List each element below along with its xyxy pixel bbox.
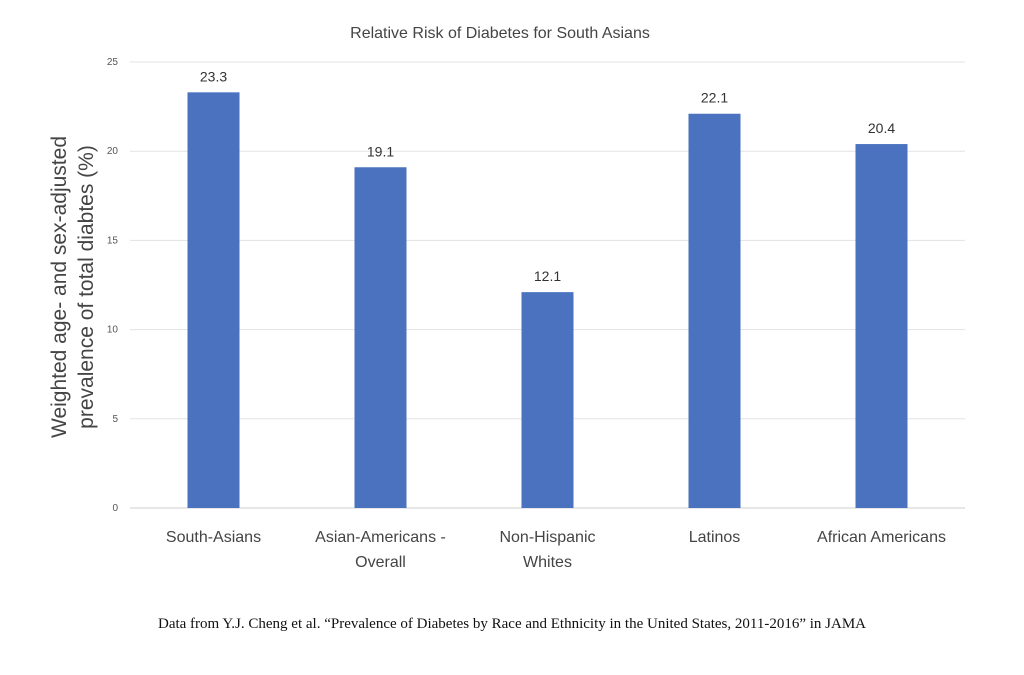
bar: [855, 144, 908, 508]
data-labels: 23.3 19.1 12.1 22.1 20.4: [200, 68, 895, 284]
x-tick-label: South-Asians: [166, 529, 261, 546]
y-axis-ticks: 0 5 10 15 20 25: [107, 57, 119, 514]
y-tick-label: 25: [107, 57, 119, 68]
bar-chart: Relative Risk of Diabetes for South Asia…: [48, 25, 965, 571]
x-tick-label: Asian-Americans -: [315, 529, 446, 546]
x-tick-label: Latinos: [689, 529, 741, 546]
bar: [521, 292, 574, 508]
y-tick-label: 5: [112, 414, 118, 425]
y-tick-label: 20: [107, 146, 119, 157]
bars: [187, 92, 908, 509]
source-note: Data from Y.J. Cheng et al. “Prevalence …: [157, 616, 867, 632]
x-axis-ticks: South-Asians Asian-Americans - Overall Non-…: [166, 529, 946, 571]
data-label: 22.1: [701, 90, 728, 106]
bar: [688, 113, 741, 509]
x-tick-label: Whites: [523, 554, 572, 571]
y-tick-label: 15: [107, 235, 119, 246]
bar: [187, 92, 240, 508]
x-tick-label: Non-Hispanic: [499, 529, 595, 546]
data-label: 20.4: [868, 120, 895, 136]
data-label: 19.1: [367, 143, 394, 159]
y-axis-label: Weighted age- and sex-adjusted prevalence…: [48, 136, 98, 438]
bar: [354, 167, 407, 509]
y-tick-label: 0: [112, 503, 118, 514]
x-tick-label: African Americans: [817, 529, 946, 546]
x-tick-label: Overall: [355, 554, 406, 571]
y-tick-label: 10: [107, 325, 119, 336]
y-axis-label-line: prevalence of total diabtes (%): [75, 145, 98, 429]
data-label: 12.1: [534, 268, 561, 284]
chart-title: Relative Risk of Diabetes for South Asia…: [350, 25, 650, 42]
data-label: 23.3: [200, 68, 227, 84]
y-axis-label-line: Weighted age- and sex-adjusted: [48, 136, 71, 438]
